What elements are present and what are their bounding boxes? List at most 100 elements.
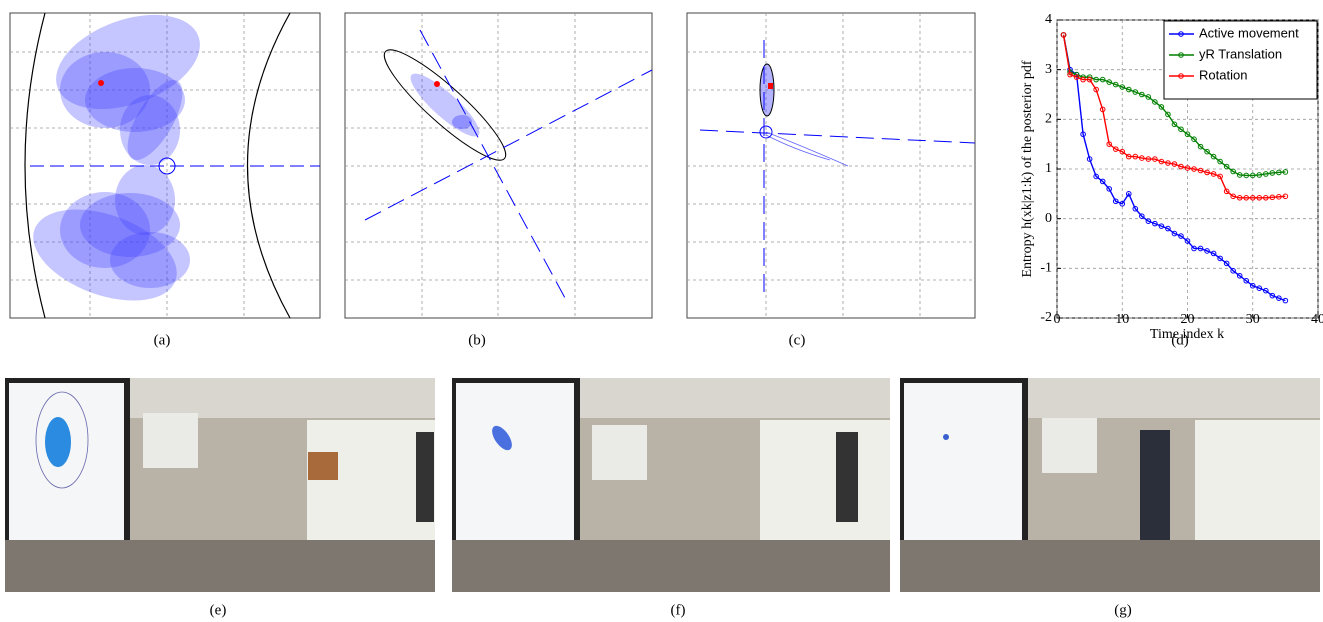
point — [1256, 195, 1263, 201]
point — [1132, 89, 1139, 95]
y-tick-label: 2 — [1045, 112, 1052, 127]
point — [1204, 169, 1210, 176]
point — [1119, 84, 1126, 90]
point — [1210, 250, 1217, 257]
point — [1243, 277, 1250, 284]
point — [1249, 172, 1256, 179]
point — [1197, 167, 1204, 174]
point — [1217, 173, 1223, 180]
point — [1171, 161, 1178, 167]
point — [1178, 233, 1184, 239]
point — [1099, 178, 1106, 185]
y-tick-label: 0 — [1045, 211, 1052, 226]
caption: (f) — [671, 602, 686, 618]
point — [1139, 213, 1145, 219]
point — [1125, 86, 1132, 93]
point — [1217, 158, 1223, 165]
point — [1269, 194, 1276, 201]
point — [1158, 223, 1165, 229]
point — [1145, 156, 1152, 162]
point — [1125, 191, 1132, 197]
point — [1210, 153, 1217, 160]
point — [1263, 287, 1269, 294]
point — [1132, 205, 1139, 212]
photo-f — [452, 378, 890, 592]
point — [1263, 171, 1269, 177]
point — [1165, 111, 1171, 118]
point — [1191, 136, 1197, 142]
point — [1152, 99, 1158, 105]
point — [1197, 245, 1204, 252]
point — [1106, 186, 1112, 192]
point — [1119, 200, 1126, 207]
legend-label: Active movement — [1199, 25, 1299, 40]
point — [1080, 131, 1086, 138]
caption: (e) — [210, 602, 227, 618]
point — [1165, 225, 1171, 232]
point — [1060, 32, 1067, 38]
point — [1132, 153, 1139, 160]
x-axis-label: Time index k — [1150, 327, 1224, 342]
point — [1243, 172, 1250, 179]
caption: (a) — [154, 332, 171, 348]
point — [1119, 148, 1126, 155]
point — [1125, 153, 1132, 160]
x-tick-label: 20 — [1181, 312, 1195, 327]
legend-marker — [1178, 31, 1184, 37]
point — [1236, 172, 1243, 178]
point — [1106, 79, 1112, 85]
point — [1184, 165, 1191, 171]
point — [1184, 238, 1191, 244]
caption: (c) — [789, 332, 806, 348]
point — [1178, 126, 1184, 133]
point — [1099, 106, 1106, 113]
point — [1197, 143, 1204, 150]
point — [1152, 156, 1158, 162]
point — [1093, 86, 1099, 93]
point — [1093, 76, 1099, 83]
point — [1282, 297, 1289, 304]
y-axis-label: Entropy h(xk|z1:k) of the posterior pdf — [1020, 60, 1035, 277]
point — [1217, 255, 1223, 262]
photo-e — [5, 378, 435, 592]
legend-label: Rotation — [1199, 67, 1247, 82]
point — [1112, 146, 1119, 152]
point — [1106, 141, 1112, 147]
y-tick-label: 4 — [1045, 12, 1052, 27]
point — [1086, 76, 1093, 83]
point — [1080, 76, 1086, 83]
point — [1223, 163, 1230, 170]
legend-label: yR Translation — [1199, 46, 1282, 61]
point — [1067, 71, 1073, 78]
point — [1230, 268, 1236, 274]
legend-marker — [1178, 52, 1184, 58]
point — [1236, 195, 1243, 201]
x-tick-label: 10 — [1115, 312, 1129, 327]
y-tick-label: 3 — [1045, 62, 1052, 77]
point — [1184, 131, 1191, 138]
point — [1099, 76, 1106, 83]
point — [1269, 292, 1276, 299]
y-tick-label: 1 — [1045, 161, 1052, 176]
point — [1223, 260, 1230, 267]
point — [1282, 193, 1289, 200]
point — [1204, 248, 1210, 254]
point — [1282, 169, 1289, 175]
point — [1073, 74, 1080, 80]
x-tick-label: 0 — [1054, 312, 1061, 327]
y-tick-label: -1 — [1040, 261, 1052, 276]
caption: (g) — [1114, 602, 1132, 618]
panel-a — [9, 12, 321, 319]
point — [1269, 170, 1276, 176]
point — [1093, 173, 1099, 180]
point — [1145, 218, 1152, 224]
point — [1263, 195, 1269, 201]
x-tick-label: 30 — [1246, 312, 1260, 327]
point — [1158, 104, 1165, 110]
y-tick-label: -2 — [1040, 310, 1052, 325]
legend: Active movement yR Translation Rotation — [1163, 20, 1318, 100]
caption: (d) — [1171, 332, 1189, 348]
caption: (b) — [468, 332, 486, 348]
point — [1139, 155, 1145, 161]
